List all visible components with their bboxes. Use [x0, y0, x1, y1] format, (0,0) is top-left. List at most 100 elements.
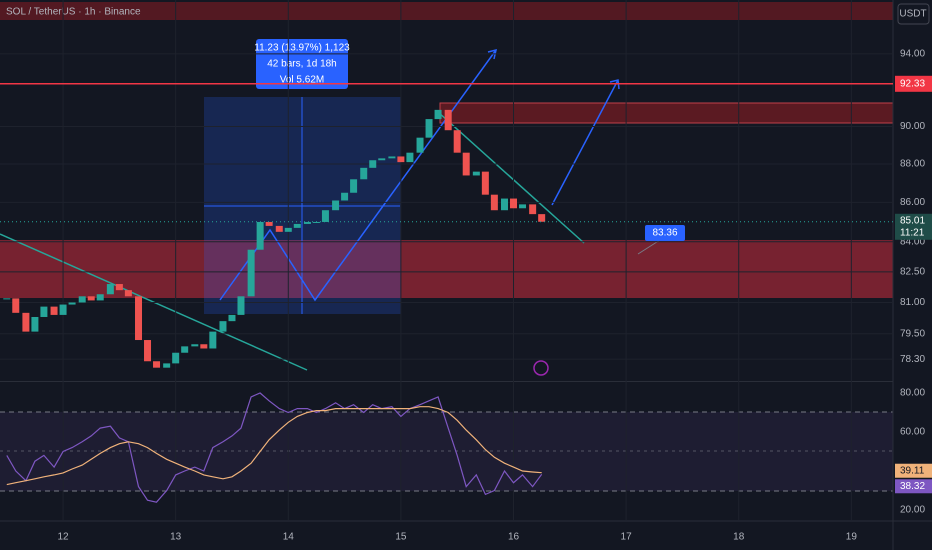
candle: [40, 306, 48, 317]
candle: [481, 171, 489, 195]
candle: [12, 298, 20, 313]
candle: [397, 156, 405, 163]
candle: [293, 223, 301, 228]
last-price: 85.01: [900, 215, 925, 226]
candle: [3, 298, 11, 300]
y-tick-label: 84.00: [900, 236, 925, 247]
candle: [191, 344, 199, 347]
candle: [500, 198, 508, 211]
measure-label: 11.23 (13.97%) 1,123: [254, 43, 350, 54]
candle: [256, 221, 264, 250]
x-tick-label: 19: [846, 532, 858, 543]
y-tick-label: 79.50: [900, 328, 925, 339]
y-tick-label: 86.00: [900, 197, 925, 208]
arrow-head: [609, 79, 620, 90]
candle: [50, 306, 58, 315]
candle: [78, 296, 86, 303]
candle: [510, 198, 518, 209]
y-tick-label: 60.00: [900, 427, 925, 438]
y-tick-label: 80.00: [900, 388, 925, 399]
level-label: 92.33: [900, 78, 925, 89]
candle: [284, 227, 292, 232]
measure-label-box: [256, 39, 348, 89]
candle: [388, 156, 396, 159]
candle: [425, 119, 433, 138]
projection: [551, 79, 619, 206]
candle: [106, 284, 114, 295]
price-label-box: [645, 225, 685, 241]
candle: [87, 296, 95, 301]
candle: [472, 171, 480, 176]
y-tick-label: 88.00: [900, 159, 925, 170]
value-label-box: [895, 463, 932, 478]
y-tick-label: 94.00: [900, 48, 925, 59]
y-tick-label: 82.50: [900, 266, 925, 277]
candle: [360, 167, 368, 180]
pane-divider: [0, 381, 893, 382]
candle: [453, 130, 461, 153]
candle: [209, 331, 217, 349]
event-icon[interactable]: [533, 360, 549, 376]
candle: [181, 346, 189, 353]
currency-button[interactable]: [897, 3, 930, 25]
candle: [519, 204, 527, 209]
zone: [0, 240, 893, 298]
x-tick-label: 17: [621, 532, 633, 543]
candle: [135, 296, 143, 341]
countdown: 11:21: [900, 227, 925, 238]
currency[interactable]: USDT: [899, 9, 926, 20]
candle: [332, 200, 340, 211]
price-label: 83.36: [652, 228, 677, 239]
candle: [68, 302, 76, 305]
candle: [312, 221, 320, 223]
candle: [416, 137, 424, 153]
arrow-head: [487, 48, 497, 60]
candle: [124, 290, 132, 297]
x-tick-label: 12: [57, 532, 69, 543]
candle: [444, 109, 452, 131]
candle: [490, 194, 498, 211]
candle: [406, 152, 414, 163]
value-label: 38.32: [900, 481, 925, 492]
x-tick-label: 15: [395, 532, 407, 543]
candle: [172, 352, 180, 364]
candle: [163, 363, 171, 368]
candle: [115, 284, 123, 291]
candle: [265, 221, 273, 226]
indicator-line: [6, 392, 543, 503]
candle: [144, 340, 152, 362]
candle: [462, 152, 470, 176]
candle: [350, 179, 358, 193]
measure-label: 42 bars, 1d 18h: [267, 59, 337, 70]
candle: [219, 321, 227, 332]
candle: [228, 314, 236, 322]
candle: [247, 249, 255, 297]
candle: [321, 210, 329, 222]
candle: [31, 316, 39, 332]
level-label-box: [895, 75, 932, 92]
candle: [275, 225, 283, 232]
x-tick-label: 13: [170, 532, 182, 543]
x-tick-label: 16: [508, 532, 520, 543]
candle: [237, 296, 245, 315]
candle: [303, 221, 311, 224]
y-tick-label: 81.00: [900, 297, 925, 308]
trendline: [437, 111, 585, 244]
projection: [219, 49, 497, 302]
candle: [153, 361, 161, 368]
y-tick-label: 20.00: [900, 505, 925, 516]
last-price-box: [895, 213, 932, 240]
value-label-box: [895, 479, 932, 494]
callout-line: [637, 239, 661, 255]
measure-label: Vol 5.62M: [280, 75, 324, 86]
chart-title: SOL / TetherUS · 1h · Binance: [6, 7, 141, 18]
x-tick-label: 14: [283, 532, 295, 543]
candle: [434, 109, 442, 120]
value-label: 39.11: [900, 465, 925, 476]
x-tick-label: 18: [733, 532, 745, 543]
zone: [439, 102, 894, 124]
candle: [96, 294, 104, 301]
candle: [200, 344, 208, 349]
candle: [341, 192, 349, 201]
